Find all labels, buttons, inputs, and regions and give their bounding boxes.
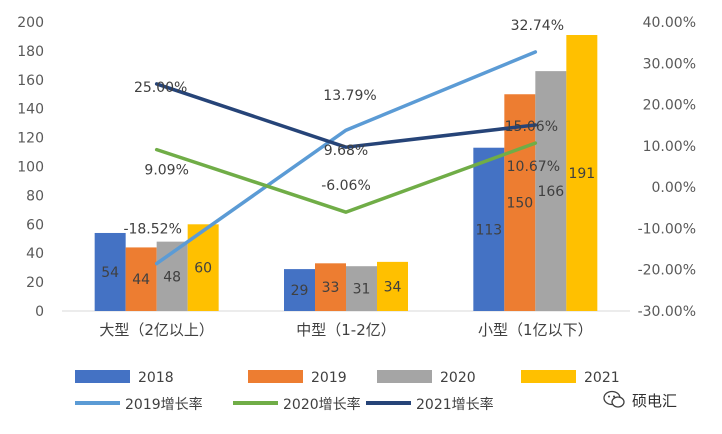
bar-value-label: 48 xyxy=(163,269,181,285)
line-value-label: 25.00% xyxy=(134,80,187,96)
bar-2018 xyxy=(284,269,315,311)
line-value-label: 32.74% xyxy=(511,18,564,34)
legend-label: 2019 xyxy=(311,370,347,386)
line-2020增长率 xyxy=(154,141,538,214)
watermark: 硕电汇 xyxy=(603,390,677,410)
left-tick-label: 140 xyxy=(17,102,44,118)
bar-2021 xyxy=(377,261,408,311)
left-tick-label: 120 xyxy=(17,131,44,147)
bar-value-label: 113 xyxy=(475,222,502,238)
right-tick-label: -20.00% xyxy=(638,263,696,279)
bar-labels: 54 29 113 44 33 150 48 31 166 60 34 191 xyxy=(101,166,595,299)
bar-2020 xyxy=(346,266,377,311)
bar-value-label: 33 xyxy=(322,280,340,296)
legend-label: 2020 xyxy=(440,370,476,386)
left-tick-label: 80 xyxy=(26,188,44,204)
left-tick-label: 20 xyxy=(26,275,44,291)
bar-2019 xyxy=(315,263,346,311)
bar-value-label: 191 xyxy=(568,166,595,182)
right-tick-label: -30.00% xyxy=(638,304,696,320)
legend-label: 2021增长率 xyxy=(416,396,494,413)
line-value-label: -18.52% xyxy=(123,222,181,238)
legend-swatch-2019 xyxy=(248,370,303,383)
left-tick-label: 200 xyxy=(17,15,44,31)
bar-2018 xyxy=(94,232,126,311)
left-tick-label: 60 xyxy=(26,217,44,233)
line-value-label: 10.67% xyxy=(507,159,560,175)
legend-label: 2021 xyxy=(584,370,620,386)
bar-2020 xyxy=(535,71,567,311)
bar-value-label: 166 xyxy=(537,184,564,200)
bar-2019 xyxy=(504,94,536,311)
line-value-label: 15.06% xyxy=(505,119,558,135)
right-axis-ticks: -30.00% -20.00% -10.00% 0.00% 10.00% 20.00% 30… xyxy=(638,15,696,320)
right-tick-label: 30.00% xyxy=(643,56,696,72)
category-label: 大型（2亿以上） xyxy=(99,321,214,339)
bar-value-label: 31 xyxy=(353,282,371,298)
growth-lines xyxy=(154,50,538,266)
bars xyxy=(94,35,598,311)
left-tick-label: 0 xyxy=(35,304,44,320)
right-tick-label: 10.00% xyxy=(643,139,696,155)
legend-label: 2019增长率 xyxy=(125,396,203,413)
right-tick-label: 40.00% xyxy=(643,15,696,31)
bar-2019 xyxy=(125,247,157,311)
left-tick-label: 100 xyxy=(17,160,44,176)
watermark-text: 硕电汇 xyxy=(632,392,677,410)
legend: 2018 2019 2020 2021 2019增长率 2020增长率 2021增长率 xyxy=(75,370,620,413)
bar-value-label: 150 xyxy=(506,196,533,212)
category-label: 小型（1亿以下） xyxy=(478,321,593,339)
left-axis-ticks: 0 20 40 60 80 100 120 140 160 180 200 xyxy=(17,15,44,320)
line-value-label: 9.68% xyxy=(324,143,368,159)
legend-label: 2018 xyxy=(138,370,174,386)
line-value-label: -6.06% xyxy=(321,178,371,194)
bar-value-label: 54 xyxy=(101,265,119,281)
bar-value-label: 34 xyxy=(384,279,402,295)
bar-value-label: 29 xyxy=(291,283,309,299)
bar-2018 xyxy=(473,147,505,311)
right-tick-label: -10.00% xyxy=(638,221,696,237)
left-tick-label: 40 xyxy=(26,246,44,262)
left-tick-label: 180 xyxy=(17,44,44,60)
line-value-label: 9.09% xyxy=(144,163,188,179)
line-value-label: 13.79% xyxy=(323,88,376,104)
line-labels: -18.52% 13.79% 32.74% 9.09% -6.06% 10.67% 25.0… xyxy=(123,18,564,238)
right-tick-label: 0.00% xyxy=(652,180,696,196)
bar-2021 xyxy=(566,35,598,311)
bar-value-label: 44 xyxy=(132,272,150,288)
category-labels: 大型（2亿以上） 中型（1-2亿） 小型（1亿以下） xyxy=(99,321,592,339)
legend-swatch-2021 xyxy=(521,370,576,383)
line-2019增长率 xyxy=(154,50,538,266)
right-tick-label: 20.00% xyxy=(643,98,696,114)
category-label: 中型（1-2亿） xyxy=(296,321,396,339)
legend-swatch-2020 xyxy=(377,370,432,383)
line-2021增长率 xyxy=(154,82,538,149)
legend-label: 2020增长率 xyxy=(283,396,361,413)
wechat-icon xyxy=(603,390,625,408)
bar-value-label: 60 xyxy=(194,261,212,277)
legend-swatch-2018 xyxy=(75,370,130,383)
left-tick-label: 160 xyxy=(17,73,44,89)
